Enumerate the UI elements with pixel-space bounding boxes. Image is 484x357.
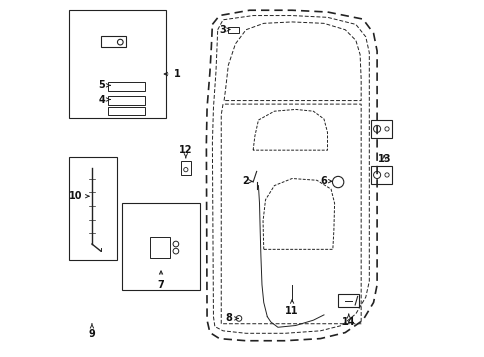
Text: 12: 12 [179, 145, 192, 158]
Text: 1: 1 [164, 69, 180, 79]
Text: 14: 14 [341, 314, 355, 327]
Text: 7: 7 [157, 271, 164, 290]
Text: 4: 4 [98, 95, 110, 105]
Text: 5: 5 [98, 80, 110, 90]
Text: 11: 11 [285, 300, 298, 316]
Text: 6: 6 [320, 176, 331, 186]
Text: 13: 13 [377, 154, 390, 164]
Text: 3: 3 [219, 25, 229, 35]
Bar [69, 10, 166, 118]
Text: 2: 2 [242, 176, 252, 186]
Text: 9: 9 [89, 324, 95, 340]
Bar [69, 157, 117, 260]
Bar [122, 203, 199, 290]
Text: 10: 10 [69, 191, 89, 201]
Text: 8: 8 [225, 313, 238, 323]
